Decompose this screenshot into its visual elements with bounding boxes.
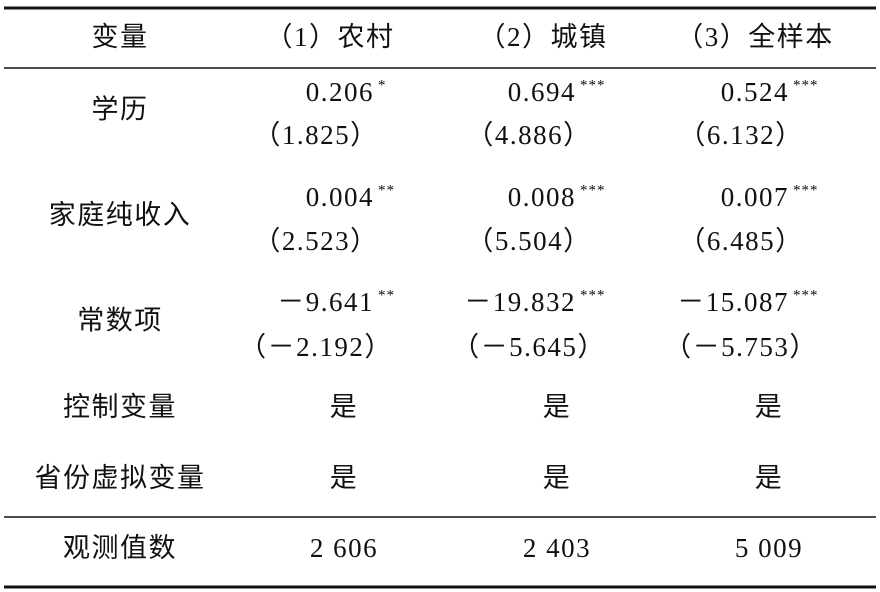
row-label: 常数项 [77, 306, 163, 336]
control-indicator: 是 [330, 463, 359, 493]
t-statistic: （6.485） [678, 226, 803, 256]
row-label: 观测值数 [63, 533, 177, 563]
coefficient: －9.641 [277, 287, 374, 317]
coefficient: 0.008 [508, 182, 576, 212]
coefficient: 0.007 [721, 182, 789, 212]
t-statistic: （2.523） [253, 226, 378, 256]
control-indicator: 是 [543, 392, 572, 422]
coefficient: 0.524 [721, 77, 789, 107]
significance-stars: ** [378, 287, 395, 303]
header-cell: 变量 [92, 22, 149, 52]
row-label: 控制变量 [63, 392, 177, 422]
coefficient: 0.004 [306, 182, 374, 212]
coefficient: －19.832 [464, 287, 576, 317]
t-statistic: （－5.645） [452, 332, 606, 362]
significance-stars: *** [580, 77, 606, 93]
significance-stars: * [378, 77, 387, 93]
t-statistic: （－5.753） [664, 332, 818, 362]
significance-stars: *** [580, 287, 606, 303]
row-label: 家庭纯收入 [49, 200, 192, 230]
coefficient: －15.087 [677, 287, 789, 317]
significance-stars: *** [793, 287, 819, 303]
header-cell: （3）全样本 [676, 22, 834, 52]
coefficient: 0.694 [508, 77, 576, 107]
observation-count: 2 606 [310, 533, 378, 563]
control-indicator: 是 [330, 392, 359, 422]
t-statistic: （5.504） [466, 226, 591, 256]
observation-count: 5 009 [735, 533, 803, 563]
control-indicator: 是 [543, 463, 572, 493]
control-indicator: 是 [755, 392, 784, 422]
control-indicator: 是 [755, 463, 784, 493]
observation-count: 2 403 [523, 533, 591, 563]
significance-stars: ** [378, 182, 395, 198]
row-label: 省份虚拟变量 [35, 463, 206, 493]
t-statistic: （6.132） [678, 120, 803, 150]
t-statistic: （－2.192） [239, 332, 393, 362]
header-cell: （2）城镇 [479, 22, 608, 52]
t-statistic: （1.825） [253, 120, 378, 150]
header-cell: （1）农村 [266, 22, 395, 52]
significance-stars: *** [793, 182, 819, 198]
t-statistic: （4.886） [466, 120, 591, 150]
row-label: 学历 [92, 95, 149, 125]
coefficient: 0.206 [306, 77, 374, 107]
significance-stars: *** [580, 182, 606, 198]
significance-stars: *** [793, 77, 819, 93]
